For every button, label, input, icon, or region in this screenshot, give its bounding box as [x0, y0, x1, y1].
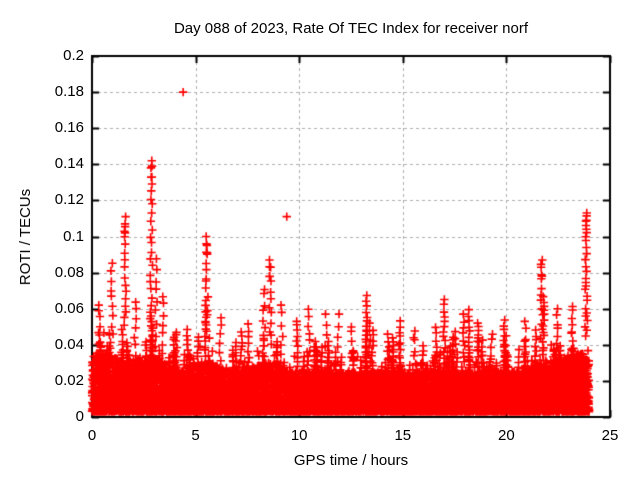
scatter-plot-canvas [0, 0, 640, 480]
roti-chart: Day 088 of 2023, Rate Of TEC Index for r… [0, 0, 640, 480]
